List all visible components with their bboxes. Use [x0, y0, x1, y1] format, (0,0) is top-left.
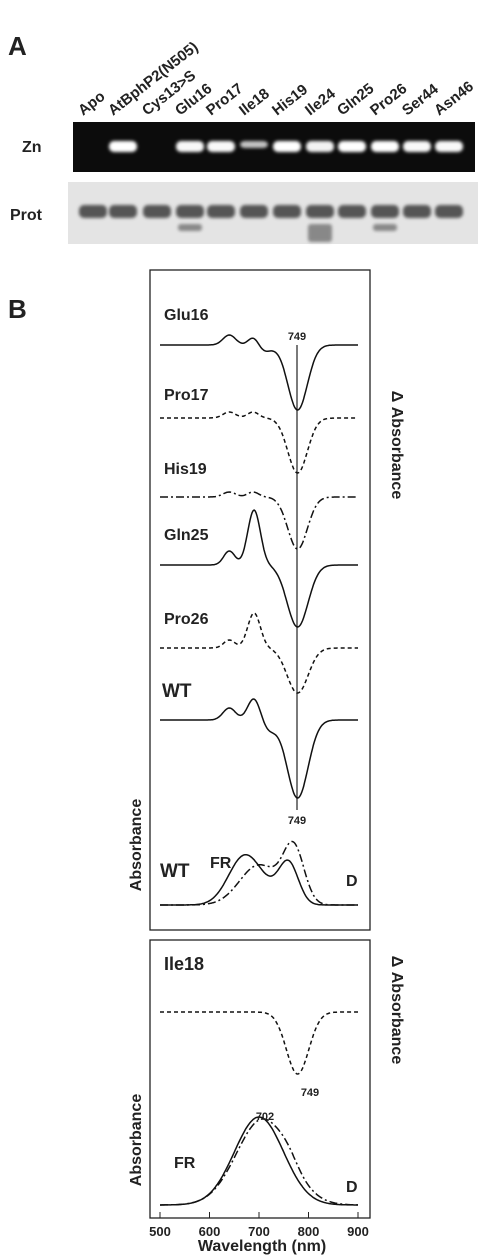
y-axis-label: Absorbance — [128, 799, 145, 892]
zn-band — [273, 141, 301, 152]
prot-band — [403, 205, 431, 218]
prot-band — [207, 205, 235, 218]
plot-frame — [150, 940, 370, 1218]
x-tick-label: 800 — [298, 1224, 320, 1239]
curve-label: D — [346, 873, 358, 890]
lane-label: Asn46 — [431, 78, 477, 119]
row-label: Prot — [10, 207, 43, 224]
zn-band — [435, 141, 463, 152]
trace-label: WT — [160, 861, 190, 882]
prot-band — [178, 224, 202, 231]
peak-label: 749 — [301, 1087, 319, 1099]
trace-label: Gln25 — [164, 527, 209, 544]
trace-label: WT — [162, 681, 192, 702]
spectrum — [160, 1012, 358, 1074]
prot-band — [176, 205, 204, 218]
panel-label: B — [8, 294, 27, 324]
zn-band — [207, 141, 235, 152]
prot-band — [338, 205, 366, 218]
prot-band — [143, 205, 171, 218]
peak-label: 749 — [288, 331, 306, 343]
prot-band — [308, 224, 332, 242]
prot-band — [371, 205, 399, 218]
prot-band — [373, 224, 397, 231]
y2-axis-label: Δ Absorbance — [388, 956, 405, 1065]
x-axis-label: Wavelength (nm) — [198, 1238, 326, 1255]
peak-label: 702 — [256, 1111, 274, 1123]
zn-band — [109, 141, 137, 152]
row-label: Zn — [22, 139, 42, 156]
prot-band — [273, 205, 301, 218]
x-tick-label: 700 — [248, 1224, 270, 1239]
trace-label: His19 — [164, 461, 207, 478]
curve-label: FR — [210, 855, 232, 872]
lane-label: His19 — [269, 81, 311, 119]
curve-label: D — [346, 1179, 358, 1196]
x-tick-label: 500 — [149, 1224, 171, 1239]
prot-band — [109, 205, 137, 218]
lane-label: Pro17 — [203, 80, 246, 119]
lane-label: Apo — [75, 88, 108, 119]
trace-label: Pro26 — [164, 611, 209, 628]
lane-labels: ApoAtBphP2(N505)Cys13>SGlu16Pro17Ile18Hi… — [75, 39, 477, 120]
x-tick-label: 900 — [347, 1224, 369, 1239]
plot-frame — [150, 270, 370, 930]
peak-label: 749 — [288, 815, 306, 827]
zn-band — [403, 141, 431, 152]
trace-label: Glu16 — [164, 307, 209, 324]
prot-band — [79, 205, 107, 218]
trace-label: Pro17 — [164, 387, 209, 404]
prot-band — [240, 205, 268, 218]
spectrum — [160, 699, 358, 798]
lane-label: Ile24 — [302, 85, 339, 119]
zn-band — [240, 141, 268, 148]
lane-label: Gln25 — [334, 80, 377, 119]
zn-band — [338, 141, 366, 152]
x-tick-label: 600 — [199, 1224, 221, 1239]
figure: A ApoAtBphP2(N505)Cys13>SGlu16Pro17Ile18… — [0, 0, 503, 1256]
y-axis-label: Absorbance — [128, 1094, 145, 1187]
spectrum — [160, 842, 358, 906]
spectrum — [160, 855, 358, 905]
trace-label: Ile18 — [164, 954, 204, 974]
zn-band — [371, 141, 399, 152]
y2-axis-label: Δ Absorbance — [388, 391, 405, 500]
curve-label: FR — [174, 1155, 196, 1172]
prot-band — [435, 205, 463, 218]
prot-band — [306, 205, 334, 218]
zn-band — [306, 141, 334, 152]
panel-label: A — [8, 31, 27, 61]
x-ticks: 500 600 700 800 900 — [149, 1212, 369, 1239]
zn-band — [176, 141, 204, 152]
